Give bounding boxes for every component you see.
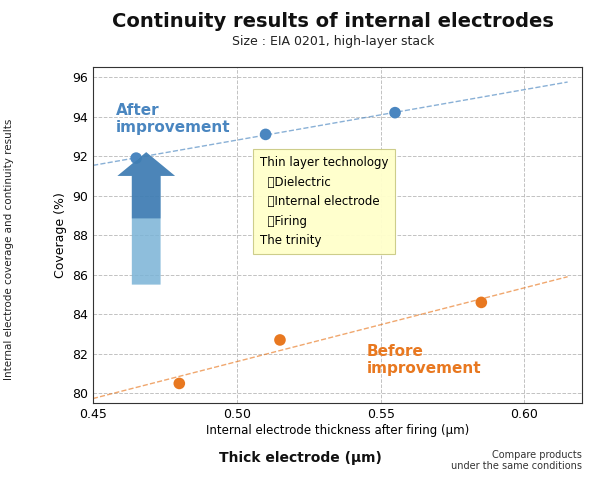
Point <box>175 380 184 387</box>
Text: Thick electrode (μm): Thick electrode (μm) <box>218 451 382 466</box>
X-axis label: Internal electrode thickness after firing (μm): Internal electrode thickness after firin… <box>206 424 469 437</box>
Text: Internal electrode coverage and continuity results: Internal electrode coverage and continui… <box>4 119 14 380</box>
Point <box>275 336 285 344</box>
Text: After
improvement: After improvement <box>116 103 230 135</box>
Text: Before
improvement: Before improvement <box>366 344 481 376</box>
PathPatch shape <box>118 152 175 218</box>
Text: Compare products
under the same conditions: Compare products under the same conditio… <box>451 450 582 471</box>
Point <box>476 299 486 306</box>
Point <box>390 109 400 117</box>
Text: Thin layer technology
  ・Dielectric
  ・Internal electrode
  ・Firing
The trinity: Thin layer technology ・Dielectric ・Inter… <box>260 156 388 247</box>
Text: Size : EIA 0201, high-layer stack: Size : EIA 0201, high-layer stack <box>232 35 434 48</box>
Point <box>261 131 271 138</box>
Y-axis label: Coverage (%): Coverage (%) <box>53 192 67 278</box>
Text: Continuity results of internal electrodes: Continuity results of internal electrode… <box>112 12 554 31</box>
PathPatch shape <box>118 152 175 285</box>
Point <box>131 154 141 162</box>
